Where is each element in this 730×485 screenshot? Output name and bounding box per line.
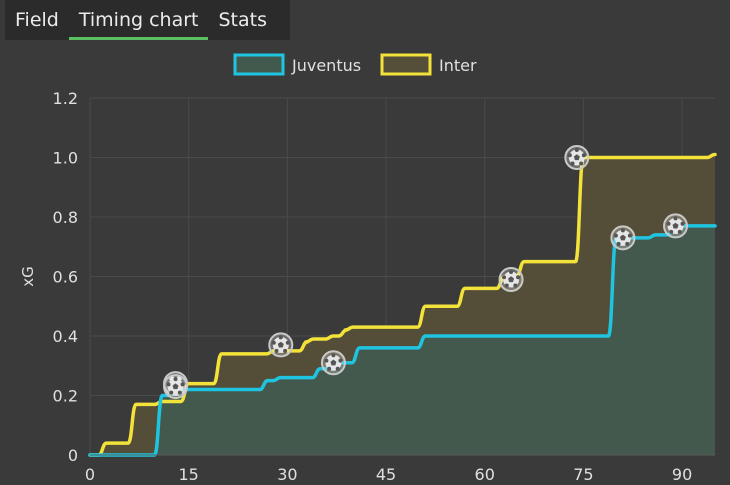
legend-label-juventus: Juventus (291, 56, 361, 75)
ball-patch (570, 161, 575, 166)
y-tick-label: 0.6 (53, 268, 78, 287)
ball-patch (673, 216, 678, 221)
y-tick-label: 0.2 (53, 387, 78, 406)
juventus-area (90, 225, 715, 455)
tab-bar: Field Timing chart Stats (5, 0, 290, 40)
chart-axes: 0 0.2 0.4 0.6 0.8 1.0 1.2 0 15 30 45 60 75 90 xG (19, 89, 715, 484)
ball-patch (574, 148, 579, 152)
x-tick-label: 75 (573, 465, 593, 484)
ball-patch (335, 366, 340, 371)
ball-center-patch (172, 383, 179, 390)
x-tick-label: 60 (475, 465, 495, 484)
ball-patch (680, 221, 685, 226)
ball-patch (625, 241, 630, 246)
ball-patch (579, 161, 584, 166)
ball-patch (331, 353, 336, 358)
ball-patch (613, 233, 618, 238)
ball-patch (509, 269, 514, 274)
legend-swatch-juventus (233, 53, 285, 76)
ball-patch (677, 229, 682, 234)
ball-center-patch (508, 276, 515, 283)
ball-patch (327, 366, 332, 371)
ball-patch (627, 233, 632, 238)
juventus-goal-icon (320, 350, 346, 376)
ball-patch (274, 348, 279, 353)
ball-patch (620, 228, 625, 233)
tab-stats[interactable]: Stats (218, 9, 267, 31)
legend-label-inter: Inter (439, 56, 477, 75)
x-tick-label: 30 (277, 465, 297, 484)
ball-patch (324, 358, 329, 363)
ball-patch (567, 153, 572, 158)
tab-field[interactable]: Field (15, 9, 59, 31)
ball-patch (669, 229, 674, 234)
ball-patch (504, 283, 509, 288)
legend-swatch-inter (380, 53, 432, 76)
x-tick-label: 45 (376, 465, 396, 484)
ball-patch (278, 335, 283, 340)
ball-patch (169, 390, 174, 395)
y-tick-label: 0.4 (53, 327, 78, 346)
ball-patch (513, 283, 518, 288)
ball-patch (173, 377, 178, 382)
ball-center-patch (672, 222, 679, 229)
ball-patch (180, 382, 185, 387)
ball-center-patch (573, 154, 580, 161)
juventus-goal-icon (163, 374, 189, 400)
y-tick-label: 0 (68, 446, 78, 465)
inter-line (88, 152, 717, 457)
juventus-goal-icon (663, 213, 689, 239)
y-tick-label: 1.0 (53, 149, 78, 168)
tab-timing-chart[interactable]: Timing chart (68, 0, 209, 40)
y-tick-label: 1.2 (53, 89, 78, 108)
ball-patch (285, 340, 290, 345)
ball-patch (271, 340, 276, 345)
ball-patch (616, 241, 621, 246)
juventus-goal-icon (610, 225, 636, 251)
y-axis-label: xG (19, 266, 37, 287)
inter-goal-icon (268, 332, 294, 358)
x-tick-label: 15 (179, 465, 199, 484)
x-tick-label: 0 (85, 465, 95, 484)
ball-patch (338, 358, 343, 363)
ball-patch (581, 153, 586, 158)
ball-center-patch (330, 359, 337, 366)
timing-chart-panel: 0 0.2 0.4 0.6 0.8 1.0 1.2 0 15 30 45 60 75 90 xG Juven… (0, 40, 730, 485)
ball-center-patch (619, 234, 626, 241)
inter-goal-icon (564, 145, 590, 170)
ball-patch (283, 348, 288, 353)
ball-patch (166, 382, 171, 387)
ball-center-patch (277, 341, 284, 348)
ball-patch (177, 390, 182, 395)
timing-chart: 0 0.2 0.4 0.6 0.8 1.0 1.2 0 15 30 45 60 75 90 xG Juven… (19, 53, 717, 484)
chart-fills (90, 154, 715, 455)
y-tick-label: 0.8 (53, 208, 78, 227)
ball-patch (516, 275, 521, 280)
ball-patch (502, 275, 507, 280)
goal-markers (163, 145, 689, 400)
x-tick-label: 90 (672, 465, 692, 484)
chart-legend[interactable]: Juventus Inter (233, 53, 477, 76)
ball-patch (666, 221, 671, 226)
inter-goal-icon (498, 266, 524, 292)
